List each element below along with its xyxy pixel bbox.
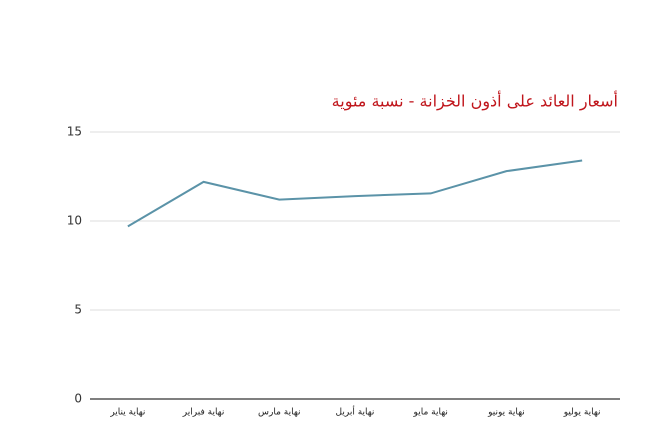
y-tick-label: 0 <box>74 392 82 406</box>
x-tick-label: نهاية مارس <box>258 408 300 418</box>
y-tick-label: 10 <box>67 214 82 228</box>
x-tick-label: نهاية أبريل <box>336 406 375 418</box>
y-tick-label: 15 <box>67 125 82 139</box>
chart-title: أسعار العائد على أذون الخزانة - نسبة مئو… <box>332 91 618 112</box>
y-tick-label: 5 <box>74 303 82 317</box>
line-series <box>127 159 583 228</box>
x-tick-label: نهاية فبراير <box>182 408 225 418</box>
x-tick-label: نهاية مايو <box>413 408 448 418</box>
x-tick-label: نهاية يناير <box>109 408 145 418</box>
x-tick-label: نهاية يوليو <box>563 408 601 418</box>
x-tick-label: نهاية يونيو <box>487 408 525 418</box>
